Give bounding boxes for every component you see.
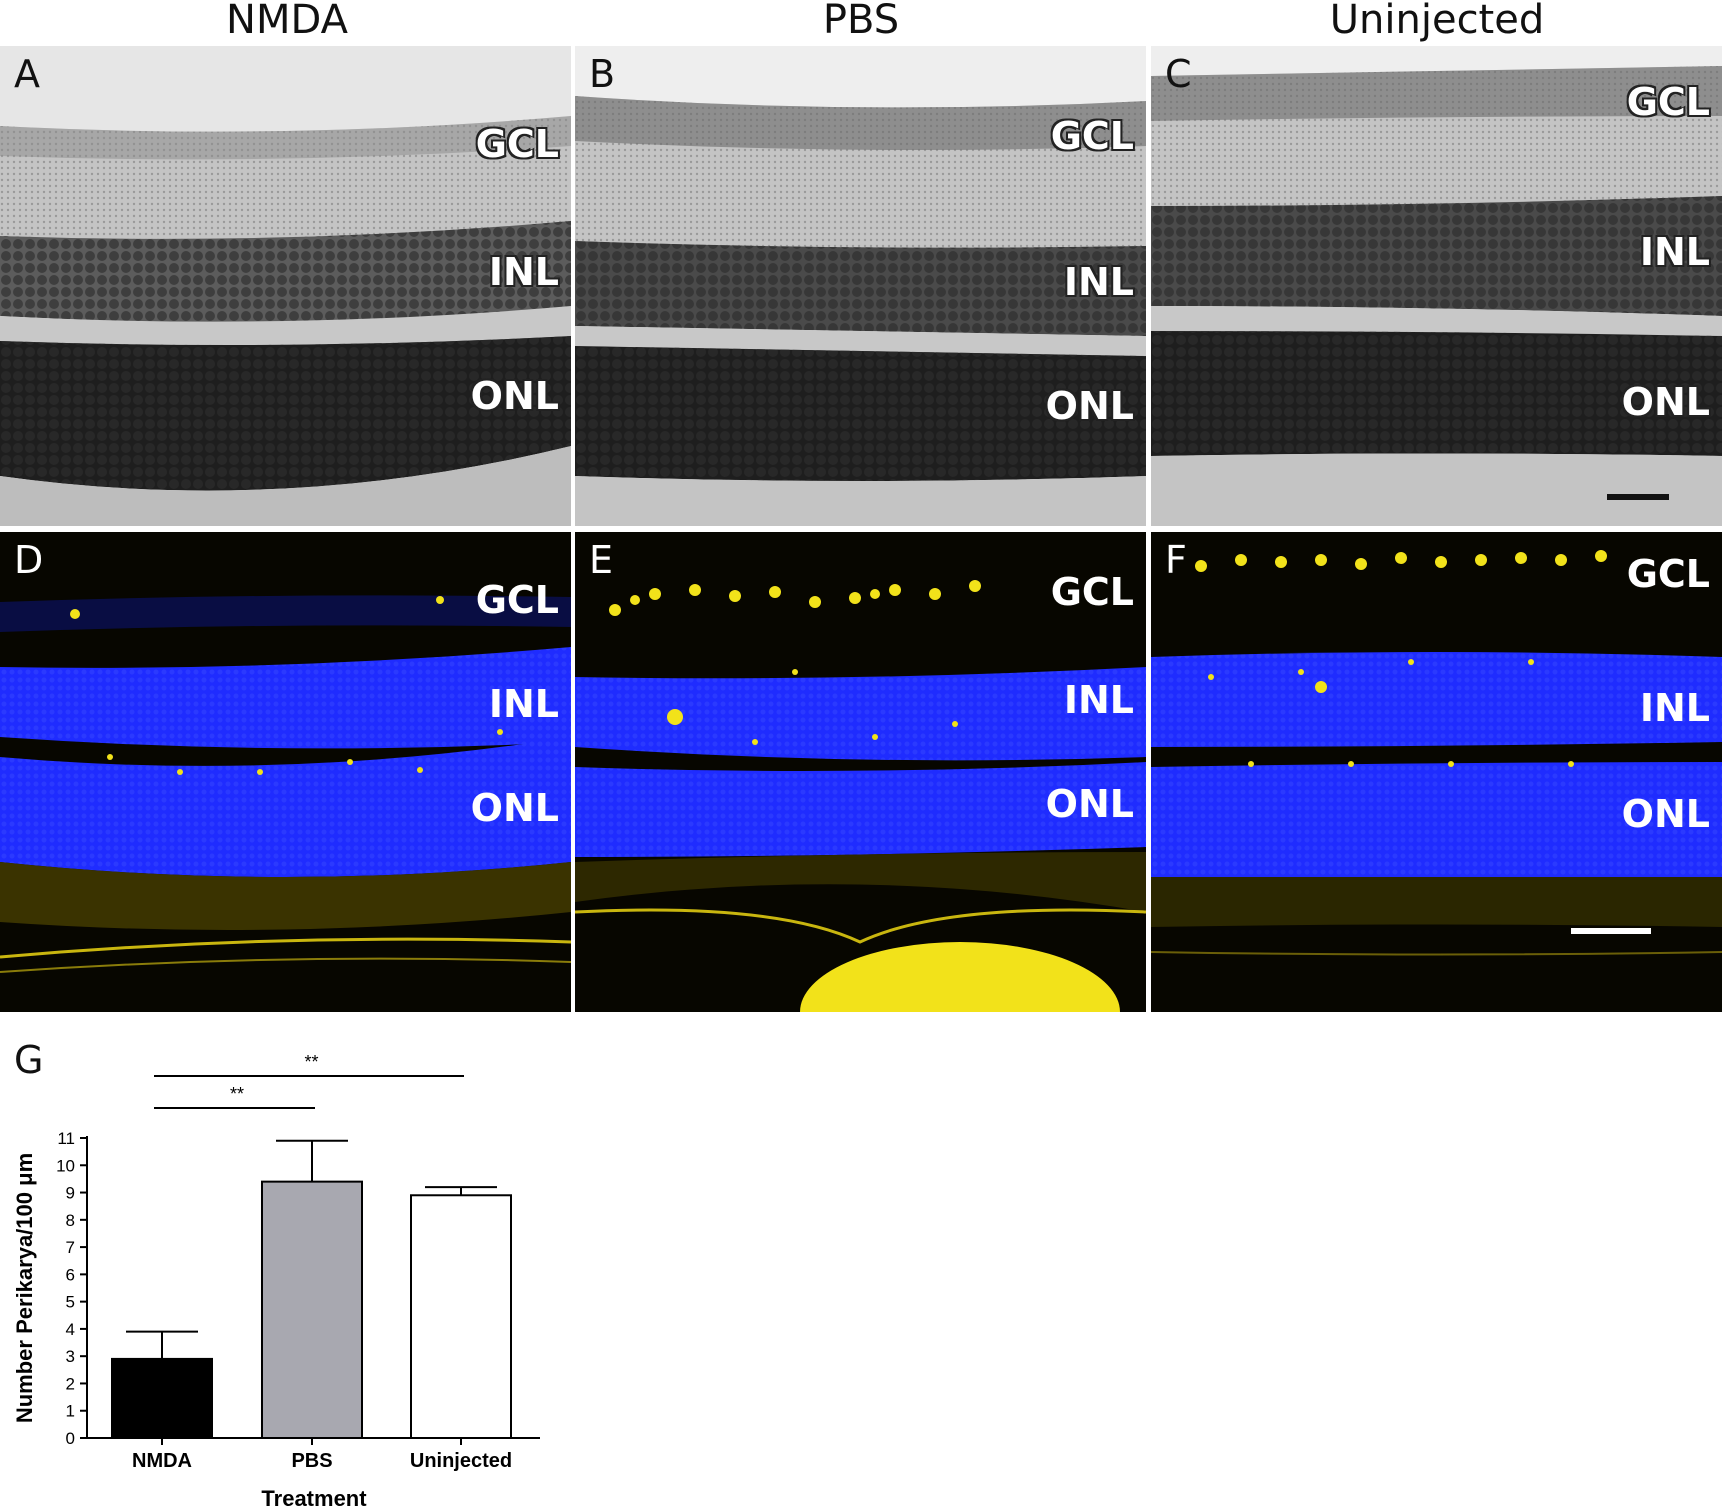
y-tick-label: 7 (66, 1238, 75, 1257)
panel-label-g: G (14, 1038, 44, 1082)
panel-label-a: A (14, 52, 40, 96)
layer-label-gcl: GCL (1626, 552, 1710, 596)
layer-label-inl: INL (488, 250, 559, 294)
bar-uninjected (410, 1194, 512, 1439)
column-title-uninjected: Uninjected (1329, 0, 1545, 43)
layer-label-inl: INL (1639, 230, 1710, 274)
significance-label: ** (304, 1052, 318, 1072)
y-tick-label: 8 (66, 1211, 75, 1230)
layer-label-gcl: GCL (475, 122, 559, 166)
panel-label-e: E (589, 538, 614, 582)
layer-label-onl: ONL (1045, 782, 1134, 826)
y-tick-label: 10 (56, 1156, 75, 1175)
panel-label-d: D (14, 538, 44, 582)
panel-label-f: F (1165, 538, 1187, 582)
significance-label: ** (230, 1084, 244, 1104)
x-tick-label: Uninjected (410, 1450, 512, 1472)
layer-label-gcl: GCL (1050, 570, 1134, 614)
layer-label-onl: ONL (470, 786, 559, 830)
fluorescence-panel-f: F GCL INL ONL (1151, 532, 1722, 1012)
y-tick-label: 1 (66, 1402, 75, 1421)
layer-label-onl: ONL (1045, 384, 1134, 428)
y-tick-label: 5 (66, 1293, 75, 1312)
scale-bar (1607, 494, 1669, 500)
layer-label-gcl: GCL (475, 578, 559, 622)
y-tick-label: 3 (66, 1347, 75, 1366)
column-title-pbs: PBS (822, 0, 900, 43)
histology-panel-b: B GCL INL ONL (575, 46, 1146, 526)
x-axis-label: Treatment (261, 1486, 367, 1509)
panel-label-c: C (1165, 52, 1192, 96)
layer-label-inl: INL (1063, 678, 1134, 722)
fluorescence-panel-e: E GCL INL ONL (575, 532, 1146, 1012)
x-tick-label: PBS (291, 1450, 332, 1472)
layer-label-onl: ONL (1621, 380, 1710, 424)
layer-label-onl: ONL (1621, 792, 1710, 836)
column-title-nmda: NMDA (226, 0, 348, 43)
layer-label-onl: ONL (470, 374, 559, 418)
bar-nmda (111, 1357, 213, 1439)
layer-label-inl: INL (1063, 260, 1134, 304)
y-tick-label: 0 (66, 1429, 75, 1448)
scale-bar (1571, 928, 1651, 934)
layer-label-gcl: GCL (1626, 80, 1710, 124)
y-axis-label: Number Perikarya/100 μm (12, 1153, 37, 1423)
y-tick-label: 9 (66, 1184, 75, 1203)
bar-pbs (261, 1180, 363, 1440)
layer-label-inl: INL (488, 682, 559, 726)
y-tick-label: 4 (66, 1320, 75, 1339)
bar-chart: 0 1 2 3 4 5 6 7 8 9 10 11 NMDA PBS Uninjected ** ** Treat… (12, 1052, 540, 1509)
fluorescence-panel-d: D GCL INL ONL (0, 532, 571, 1012)
x-tick-label: NMDA (132, 1450, 192, 1472)
y-tick-label: 2 (66, 1374, 75, 1393)
layer-label-inl: INL (1639, 686, 1710, 730)
y-tick-label: 11 (57, 1129, 75, 1148)
y-tick-label: 6 (66, 1265, 75, 1284)
histology-panel-c: C GCL INL ONL (1151, 46, 1722, 526)
layer-label-gcl: GCL (1050, 114, 1134, 158)
panel-label-b: B (589, 52, 616, 96)
histology-panel-a: A GCL INL ONL (0, 46, 571, 526)
